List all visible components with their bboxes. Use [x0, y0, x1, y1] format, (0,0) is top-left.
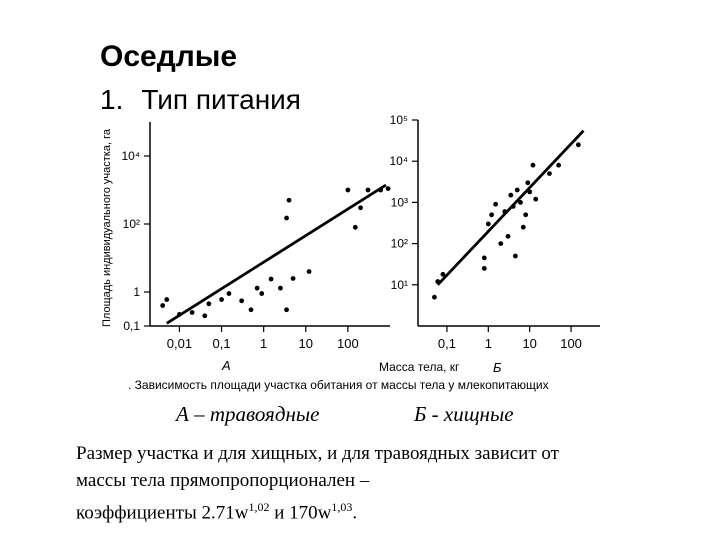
- y-tick-label: 10¹: [391, 278, 408, 292]
- body-line-3: коэффициенты 2.71w1,02 и 170w1,03.: [76, 494, 706, 526]
- y-tick-label: 10⁴: [389, 154, 408, 168]
- caption-b-text: Б - хищные: [414, 402, 514, 426]
- x-tick-label: 0,01: [167, 336, 192, 351]
- data-point: [498, 241, 504, 247]
- chart-b-panel-label: Б: [493, 360, 502, 375]
- data-point: [525, 180, 531, 186]
- data-point: [435, 279, 441, 284]
- data-point: [358, 205, 363, 211]
- data-point: [385, 186, 391, 191]
- x-tick-label: 1: [260, 336, 267, 351]
- data-point: [518, 200, 523, 205]
- y-tick-label: 10⁵: [390, 113, 408, 127]
- chart-b: Масса тела, кг Б 0,1 1 10 100 10¹ 10² 10³ 10⁴ 10…: [379, 113, 600, 375]
- data-point: [556, 162, 562, 168]
- data-point: [514, 187, 520, 193]
- data-point: [345, 187, 351, 193]
- data-point: [530, 162, 536, 168]
- list-number: 1.: [100, 84, 124, 115]
- y-tick-label: 10⁴: [121, 149, 140, 163]
- data-point: [432, 294, 437, 300]
- y-tick-label: 10³: [391, 195, 408, 209]
- data-point: [440, 271, 446, 277]
- x-tick-label: 100: [337, 336, 359, 351]
- y-tick-label: 1: [133, 285, 140, 299]
- page-title: Оседлые: [100, 40, 238, 73]
- data-point: [239, 298, 245, 304]
- regression-line: [166, 183, 387, 325]
- data-point: [512, 253, 518, 259]
- data-point: [286, 197, 292, 203]
- data-point: [290, 276, 296, 281]
- data-point: [160, 303, 166, 308]
- data-point: [164, 297, 170, 302]
- data-point: [248, 307, 254, 313]
- data-point: [189, 310, 195, 315]
- x-tick-label: 0,1: [438, 336, 456, 351]
- y-tick-label: 10²: [123, 217, 140, 231]
- regression-line: [436, 129, 585, 286]
- body-line-3-prefix: коэффициенты 2.71w: [76, 502, 249, 524]
- figure-caption: . Зависимость площади участка обитания о…: [128, 378, 549, 392]
- chart-a: Площадь индивидуального участка, га А 0,…: [101, 122, 391, 373]
- data-point: [284, 307, 289, 313]
- data-point: [523, 212, 529, 218]
- data-point: [268, 276, 274, 282]
- data-point: [575, 142, 581, 148]
- data-point: [493, 201, 498, 207]
- data-point: [177, 311, 182, 317]
- data-point: [533, 196, 539, 202]
- chart-a-ylabel: Площадь индивидуального участка, га: [101, 128, 113, 327]
- data-point: [520, 224, 526, 230]
- x-tick-label: 10: [299, 336, 313, 351]
- data-point: [254, 285, 260, 291]
- data-point: [284, 215, 289, 221]
- data-point: [510, 203, 516, 209]
- body-line-2: массы тела прямопропорционален –: [76, 470, 370, 491]
- data-point: [378, 187, 384, 193]
- data-point: [485, 221, 491, 227]
- data-point: [502, 209, 508, 214]
- x-tick-label: 10: [522, 336, 536, 351]
- data-point: [306, 269, 312, 274]
- data-point: [226, 291, 232, 296]
- exponent-2: 1,03: [331, 500, 353, 514]
- data-point: [352, 224, 358, 230]
- data-point: [489, 212, 494, 218]
- body-text: Размер участка и для хищных, и для траво…: [76, 440, 706, 526]
- chart-b-xlabel: Масса тела, кг: [379, 360, 460, 374]
- data-point: [547, 171, 552, 177]
- data-point: [202, 313, 208, 319]
- data-point: [278, 285, 283, 291]
- data-point: [206, 301, 212, 307]
- body-line-1: Размер участка и для хищных, и для траво…: [76, 443, 559, 464]
- figure: Площадь индивидуального участка, га А 0,…: [101, 113, 600, 392]
- y-tick-label: 0,1: [123, 319, 140, 333]
- x-tick-label: 0,1: [213, 336, 231, 351]
- exponent-1: 1,02: [248, 500, 270, 514]
- y-tick-label: 10²: [391, 237, 408, 251]
- list-item-heading: 1. Тип питания: [100, 84, 301, 116]
- body-line-3-mid: и 170w: [269, 502, 332, 524]
- chart-a-panel-label: А: [221, 358, 231, 373]
- caption-a: А – травоядные: [176, 402, 319, 427]
- x-tick-label: 1: [485, 336, 492, 351]
- data-point: [505, 233, 511, 239]
- data-point: [259, 291, 265, 296]
- data-point: [508, 192, 514, 198]
- data-point: [527, 189, 533, 195]
- data-point: [481, 255, 487, 261]
- list-item-label: Тип питания: [141, 84, 301, 115]
- x-tick-label: 100: [560, 336, 582, 351]
- data-point: [365, 187, 371, 193]
- caption-b: Б - хищные: [414, 402, 514, 427]
- caption-a-text: А – травоядные: [176, 402, 320, 426]
- body-line-3-suffix: .: [352, 502, 358, 524]
- data-point: [219, 297, 224, 302]
- data-point: [481, 266, 487, 271]
